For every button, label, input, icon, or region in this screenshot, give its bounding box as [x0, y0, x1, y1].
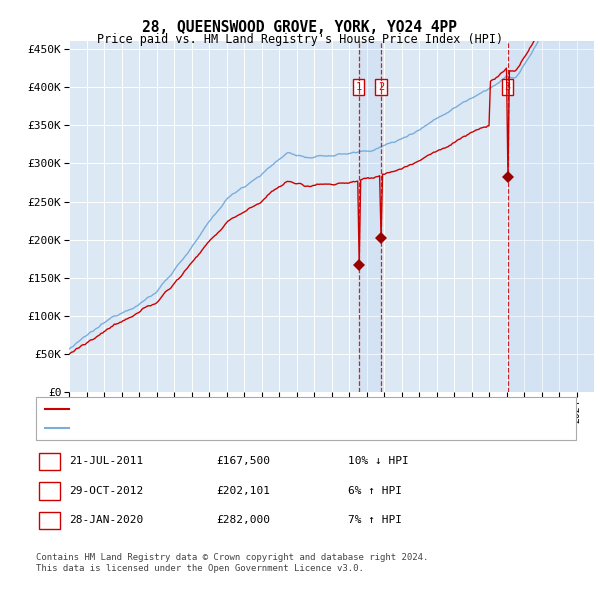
Text: 29-OCT-2012: 29-OCT-2012 — [69, 486, 143, 496]
Text: HPI: Average price, semi-detached house, York: HPI: Average price, semi-detached house,… — [73, 422, 355, 432]
Text: 2: 2 — [46, 486, 53, 496]
Bar — [359, 41, 381, 392]
Text: 21-JUL-2011: 21-JUL-2011 — [69, 457, 143, 466]
Text: Price paid vs. HM Land Registry's House Price Index (HPI): Price paid vs. HM Land Registry's House … — [97, 33, 503, 46]
Bar — [508, 41, 594, 392]
Text: 1: 1 — [355, 82, 362, 92]
Text: £167,500: £167,500 — [216, 457, 270, 466]
Text: 6% ↑ HPI: 6% ↑ HPI — [348, 486, 402, 496]
Text: 28, QUEENSWOOD GROVE, YORK, YO24 4PP (semi-detached house): 28, QUEENSWOOD GROVE, YORK, YO24 4PP (se… — [73, 404, 436, 414]
Text: 3: 3 — [505, 82, 511, 92]
Text: 28-JAN-2020: 28-JAN-2020 — [69, 516, 143, 525]
Text: £202,101: £202,101 — [216, 486, 270, 496]
Text: 2: 2 — [378, 82, 384, 92]
Text: 28, QUEENSWOOD GROVE, YORK, YO24 4PP: 28, QUEENSWOOD GROVE, YORK, YO24 4PP — [143, 20, 458, 35]
Text: 7% ↑ HPI: 7% ↑ HPI — [348, 516, 402, 525]
Text: 3: 3 — [46, 516, 53, 525]
Text: 10% ↓ HPI: 10% ↓ HPI — [348, 457, 409, 466]
Text: 1: 1 — [46, 457, 53, 466]
Text: Contains HM Land Registry data © Crown copyright and database right 2024.
This d: Contains HM Land Registry data © Crown c… — [36, 553, 428, 573]
Text: £282,000: £282,000 — [216, 516, 270, 525]
